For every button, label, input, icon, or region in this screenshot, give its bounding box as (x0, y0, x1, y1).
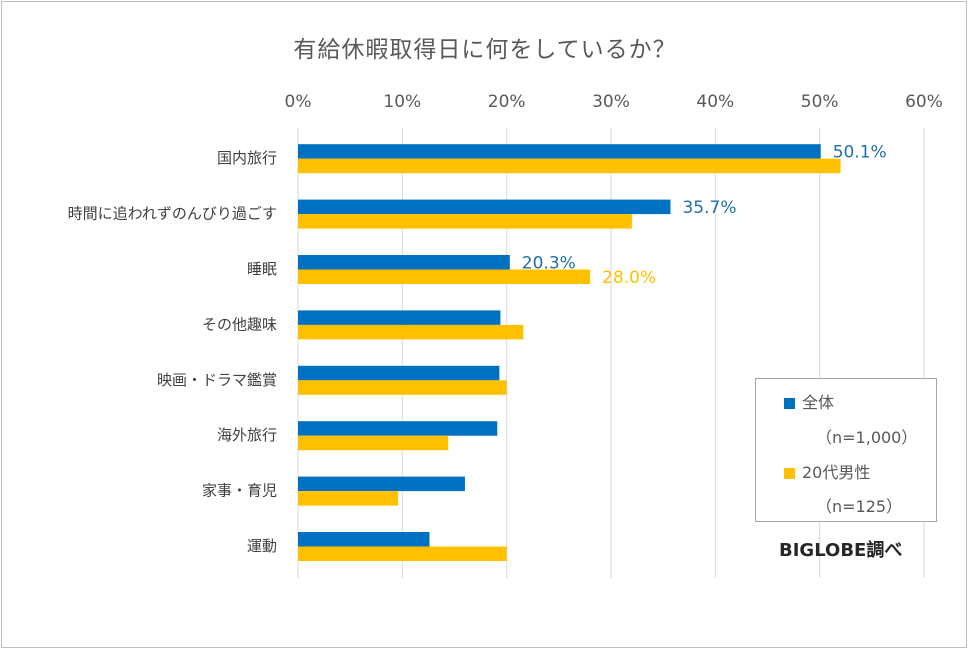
legend-sub-all: （n=1,000） (816, 428, 918, 447)
category-label: その他趣味 (202, 315, 277, 333)
x-tick-label: 50% (801, 92, 839, 112)
bar-all (298, 310, 501, 325)
bar-twenties (298, 380, 507, 395)
bar-twenties (298, 214, 632, 229)
bar-all (298, 421, 498, 436)
data-label: 35.7% (682, 198, 736, 218)
bar-twenties (298, 546, 507, 561)
category-label: 運動 (247, 537, 277, 555)
chart-title: 有給休暇取得日に何をしているか？ (293, 37, 677, 63)
category-label: 海外旅行 (217, 426, 277, 444)
x-tick-label: 20% (488, 92, 526, 112)
category-label: 映画・ドラマ鑑賞 (157, 371, 277, 389)
data-label: 28.0% (602, 268, 656, 288)
x-tick-label: 10% (383, 92, 421, 112)
x-tick-label: 30% (592, 92, 630, 112)
legend-sub-twenties: （n=125） (816, 497, 903, 516)
data-label: 50.1% (833, 142, 887, 162)
category-label: 時間に追われずのんびり過ごす (68, 205, 277, 223)
bar-twenties (298, 324, 524, 340)
bar-twenties (298, 158, 841, 174)
bar-all (298, 144, 821, 159)
bar-twenties (298, 269, 591, 284)
bar-all (298, 199, 671, 215)
bar-twenties (298, 435, 449, 451)
legend: 全体 （n=1,000） 20代男性 （n=125） (755, 378, 937, 522)
category-label: 睡眠 (247, 260, 277, 278)
x-tick-label: 40% (696, 92, 734, 112)
legend-label-twenties: 20代男性 (802, 463, 871, 482)
bar-all (298, 532, 430, 547)
bar-twenties (298, 491, 399, 506)
bar-all (298, 476, 465, 492)
x-tick-label: 60% (905, 92, 943, 112)
category-label: 家事・育児 (202, 482, 277, 500)
category-label: 国内旅行 (217, 149, 277, 167)
source-note: BIGLOBE調べ (779, 540, 903, 561)
data-label: 20.3% (522, 253, 576, 273)
legend-item-all: 全体 (784, 389, 834, 413)
legend-swatch-all (784, 398, 795, 409)
bar-all (298, 255, 510, 270)
x-tick-label: 0% (285, 92, 312, 112)
legend-item-twenties: 20代男性 (784, 459, 870, 483)
legend-label-all: 全体 (802, 393, 835, 412)
bar-all (298, 365, 500, 381)
legend-swatch-twenties (784, 468, 795, 479)
